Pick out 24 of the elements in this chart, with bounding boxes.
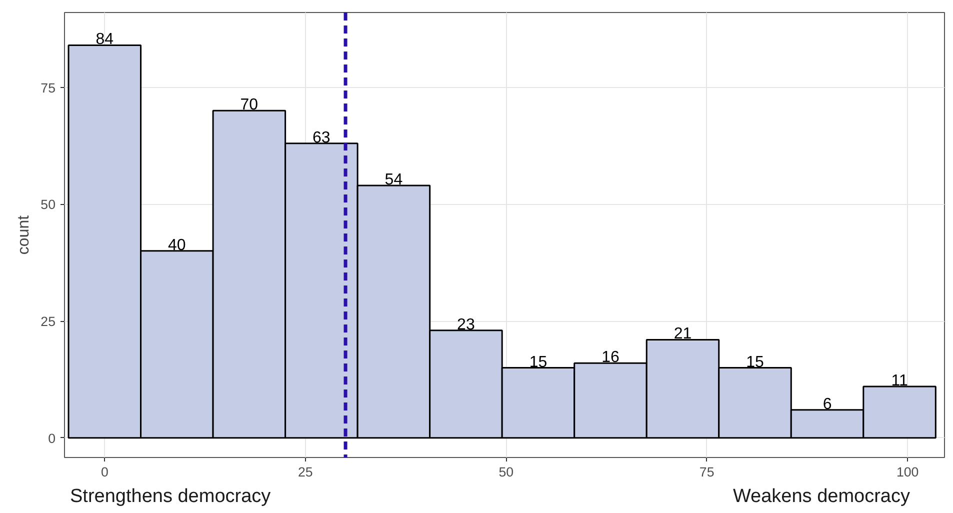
data-label: 11	[891, 372, 908, 390]
y-tick-label: 25	[40, 314, 56, 330]
data-label: 6	[822, 396, 832, 413]
data-label: 40	[168, 236, 186, 254]
y-axis-title: count	[16, 214, 33, 255]
data-label: 63	[312, 129, 330, 146]
x-tick-label: 25	[298, 464, 313, 480]
y-tick-label: 0	[48, 430, 56, 446]
data-label: 21	[674, 326, 692, 343]
y-tick-label: 75	[40, 80, 56, 96]
data-label: 54	[384, 171, 403, 188]
data-label: 23	[457, 316, 475, 334]
x-tick-label: 50	[498, 464, 514, 480]
data-label: 15	[746, 354, 764, 371]
text: Weakens democracy	[732, 485, 910, 509]
data-label: 70	[240, 96, 258, 114]
data-label: 15	[529, 354, 548, 371]
x-tick-label: 100	[896, 464, 919, 480]
data-label: 84	[96, 31, 114, 48]
text: Strengthens democracy	[70, 485, 271, 509]
data-label: 16	[602, 349, 620, 366]
y-tick-label: 50	[40, 197, 56, 212]
x-tick-label: 75	[699, 464, 714, 480]
x-tick-label: 0	[100, 464, 108, 480]
